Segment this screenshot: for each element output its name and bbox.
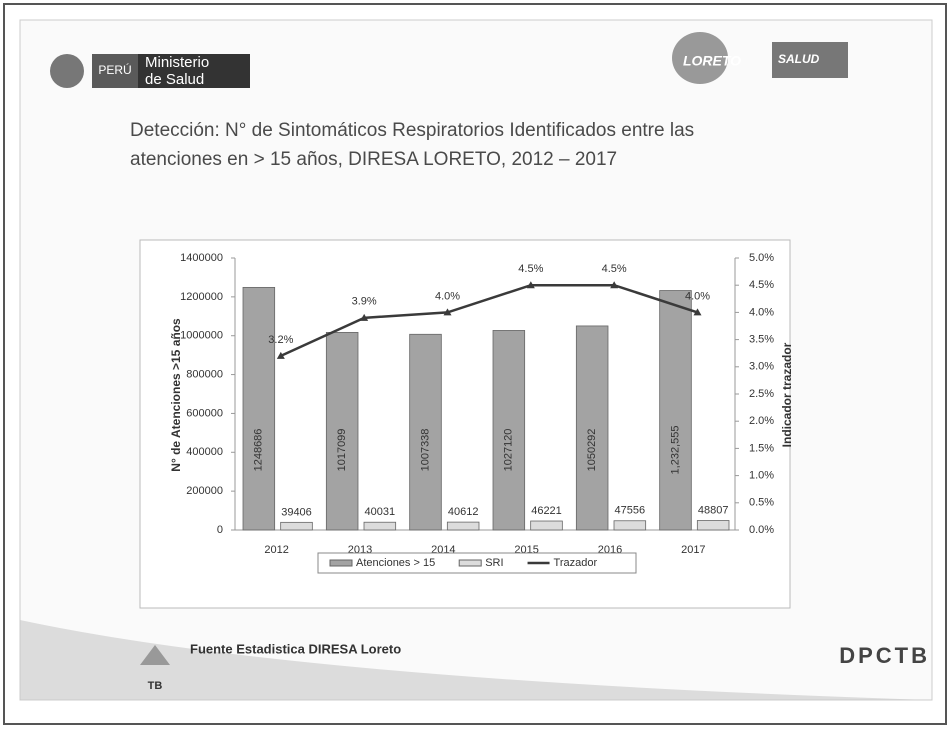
legend-label: Atenciones > 15 [356, 557, 435, 569]
y-tick-label: 400000 [186, 446, 223, 458]
bar [492, 330, 526, 531]
bar [280, 521, 313, 531]
legend-label: Trazador [554, 557, 598, 569]
program: DPCTB [839, 643, 930, 668]
line-value-label: 4.0% [685, 290, 710, 302]
y2-tick-label: 3.5% [749, 334, 774, 346]
line-marker [526, 281, 535, 289]
source: Fuente Estadistica DIRESA Loreto [190, 641, 401, 656]
trend-line [280, 283, 698, 358]
legend-label: SRI [485, 557, 503, 569]
ministry: Ministerio [145, 54, 209, 71]
y2-tick-label: 4.5% [749, 279, 774, 291]
ministry-box [138, 54, 250, 88]
x-tick-label: 2017 [681, 544, 705, 556]
region: LORETO [683, 53, 741, 69]
y-tick-label: 1000000 [180, 330, 223, 342]
y-tick-label: 1200000 [180, 291, 223, 303]
y2-tick-label: 4.0% [749, 306, 774, 318]
country: PERÚ [98, 62, 131, 77]
bar-value-label: 1027120 [503, 429, 515, 472]
chart-title: Detección: N° de Sintomáticos Respirator… [130, 120, 694, 141]
line-value-label: 3.2% [268, 334, 293, 346]
y2-tick-label: 5.0% [749, 252, 774, 264]
y-tick-label: 0 [217, 524, 223, 536]
y2-tick-label: 2.5% [749, 388, 774, 400]
bar [613, 520, 647, 531]
bar-value-label: 47556 [615, 505, 646, 517]
bar [696, 520, 730, 531]
y2-tick-label: 2.0% [749, 415, 774, 427]
y2-tick-label: 0.5% [749, 497, 774, 509]
line-marker [610, 281, 619, 289]
legend-swatch [329, 559, 353, 567]
bar-value-label: 40612 [448, 506, 479, 518]
bar-value-label: 39406 [281, 506, 312, 518]
y-tick-label: 800000 [186, 368, 223, 380]
legend-swatch [458, 559, 482, 567]
x-tick-label: 2012 [264, 544, 288, 556]
tb-icon [140, 645, 170, 665]
y2-tick-label: 1.0% [749, 470, 774, 482]
bar-value-label: 46221 [531, 505, 562, 517]
sector-box [772, 42, 848, 78]
bar [363, 521, 397, 531]
line-marker [276, 351, 285, 359]
y2-axis-label: Indicador trazador [780, 342, 794, 447]
bar-value-label: 1007338 [419, 429, 431, 472]
crest [50, 54, 84, 88]
tb-badge: TB [148, 680, 163, 692]
y-tick-label: 200000 [186, 485, 223, 497]
y-tick-label: 1400000 [180, 252, 223, 264]
line-marker [360, 313, 369, 321]
y-tick-label: 600000 [186, 407, 223, 419]
bar [242, 286, 276, 531]
bar-value-label: 1017099 [336, 429, 348, 472]
bar-value-label: 40031 [365, 506, 396, 518]
bar [409, 333, 442, 531]
ministry: de Salud [145, 71, 204, 88]
y2-tick-label: 3.0% [749, 361, 774, 373]
line-value-label: 4.5% [518, 263, 543, 275]
line-value-label: 4.0% [435, 290, 460, 302]
bar [659, 290, 692, 531]
y-axis-label: N° de Atenciones >15 años [169, 318, 183, 472]
bar-value-label: 1,232,555 [669, 426, 681, 475]
line-marker [443, 308, 452, 316]
chart-title: atenciones en > 15 años, DIRESA LORETO, … [130, 149, 617, 170]
bar [575, 325, 609, 531]
y2-tick-label: 1.5% [749, 442, 774, 454]
bar [530, 520, 563, 531]
bar-value-label: 1248686 [253, 429, 265, 472]
bar-value-label: 1050292 [586, 429, 598, 472]
region-logo [672, 32, 728, 84]
y2-tick-label: 0.0% [749, 524, 774, 536]
bar-value-label: 48807 [698, 504, 729, 516]
line-value-label: 4.5% [602, 263, 627, 275]
line-value-label: 3.9% [352, 296, 377, 308]
decor-wave [20, 620, 932, 700]
peru-box [92, 54, 138, 88]
bar [325, 331, 359, 531]
bar [446, 521, 480, 531]
line-marker [693, 308, 702, 316]
sector: SALUD [778, 52, 820, 66]
